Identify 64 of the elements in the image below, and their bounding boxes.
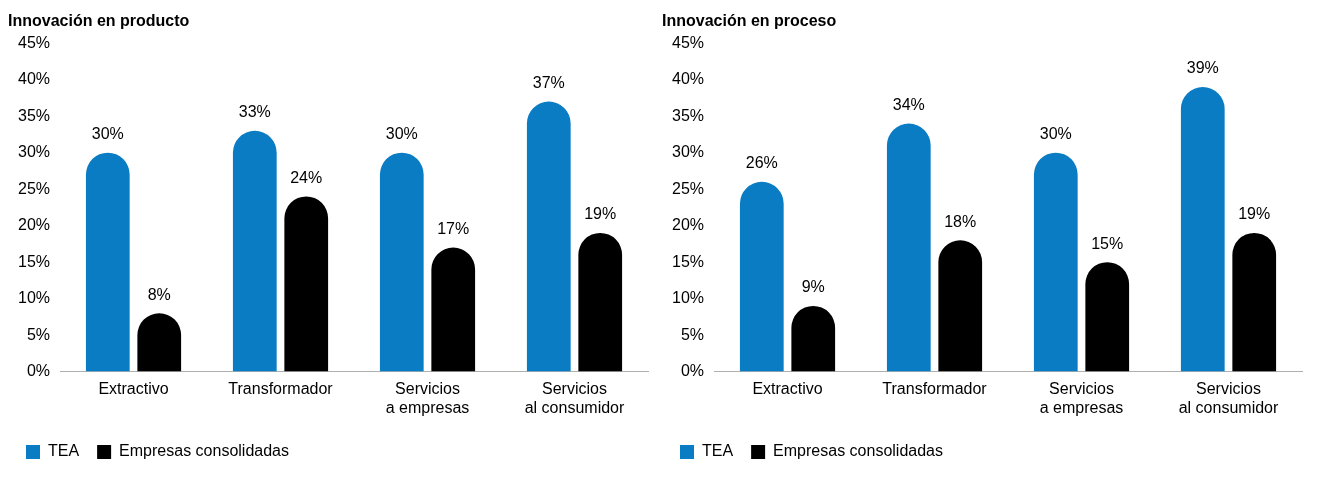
y-tick-label: 15% — [671, 252, 705, 270]
y-tick-label: 10% — [671, 289, 705, 307]
data-label: 15% — [1091, 234, 1124, 252]
bar — [1232, 232, 1277, 372]
data-label: 19% — [1238, 205, 1271, 223]
legend-label: TEA — [702, 442, 734, 460]
data-label: 24% — [290, 168, 323, 186]
y-tick-label: 20% — [671, 216, 705, 234]
data-label: 30% — [91, 125, 124, 143]
y-tick-label: 30% — [671, 143, 705, 161]
y-tick-label: 0% — [680, 362, 705, 380]
data-label: 30% — [1039, 125, 1072, 143]
y-tick-label: 45% — [17, 33, 51, 51]
y-tick-label: 10% — [17, 289, 51, 307]
bar — [739, 181, 784, 372]
legend-label: Empresas consolidadas — [773, 442, 943, 460]
y-tick-label: 20% — [17, 216, 51, 234]
bar — [1180, 86, 1225, 372]
chart-title: Innovación en producto — [8, 12, 190, 30]
y-tick-label: 0% — [26, 362, 51, 380]
legend-label: Empresas consolidadas — [119, 442, 289, 460]
data-label: 39% — [1186, 59, 1219, 77]
x-tick-label: Servicios a empresas — [385, 379, 470, 416]
x-tick-label: Extractivo — [98, 379, 169, 397]
y-tick-label: 35% — [671, 106, 705, 124]
bar — [85, 152, 130, 372]
bar — [526, 101, 571, 372]
y-tick-label: 15% — [17, 252, 51, 270]
y-tick-label: 5% — [26, 325, 51, 343]
data-label: 17% — [437, 219, 470, 237]
y-tick-label: 30% — [17, 143, 51, 161]
data-label: 19% — [584, 205, 617, 223]
data-label: 30% — [385, 125, 418, 143]
bar — [1085, 262, 1130, 372]
bar — [578, 232, 623, 372]
x-tick-label: Transformador — [228, 379, 334, 397]
bar — [938, 240, 983, 372]
data-label: 37% — [532, 73, 565, 91]
data-label: 26% — [745, 154, 778, 172]
x-tick-label: Transformador — [882, 379, 988, 397]
chart-title: Innovación en proceso — [662, 12, 837, 30]
data-label: 9% — [801, 278, 825, 296]
y-tick-label: 25% — [671, 179, 705, 197]
bar — [284, 196, 329, 372]
data-label: 8% — [147, 285, 171, 303]
legend-label: TEA — [48, 442, 80, 460]
bar — [379, 152, 424, 372]
y-tick-label: 40% — [17, 70, 51, 88]
x-tick-label: Servicios al consumidor — [1178, 379, 1279, 416]
data-label: 18% — [944, 212, 977, 230]
y-tick-label: 40% — [671, 70, 705, 88]
x-tick-label: Servicios a empresas — [1039, 379, 1124, 416]
data-label: 34% — [892, 95, 925, 113]
y-tick-label: 35% — [17, 106, 51, 124]
y-tick-label: 45% — [671, 33, 705, 51]
y-tick-label: 5% — [680, 325, 705, 343]
bar — [886, 123, 931, 372]
bar — [431, 247, 476, 372]
bar — [1033, 152, 1078, 372]
bar — [232, 130, 277, 372]
data-label: 33% — [238, 103, 271, 121]
x-tick-label: Servicios al consumidor — [524, 379, 625, 416]
y-tick-label: 25% — [17, 179, 51, 197]
x-tick-label: Extractivo — [752, 379, 823, 397]
